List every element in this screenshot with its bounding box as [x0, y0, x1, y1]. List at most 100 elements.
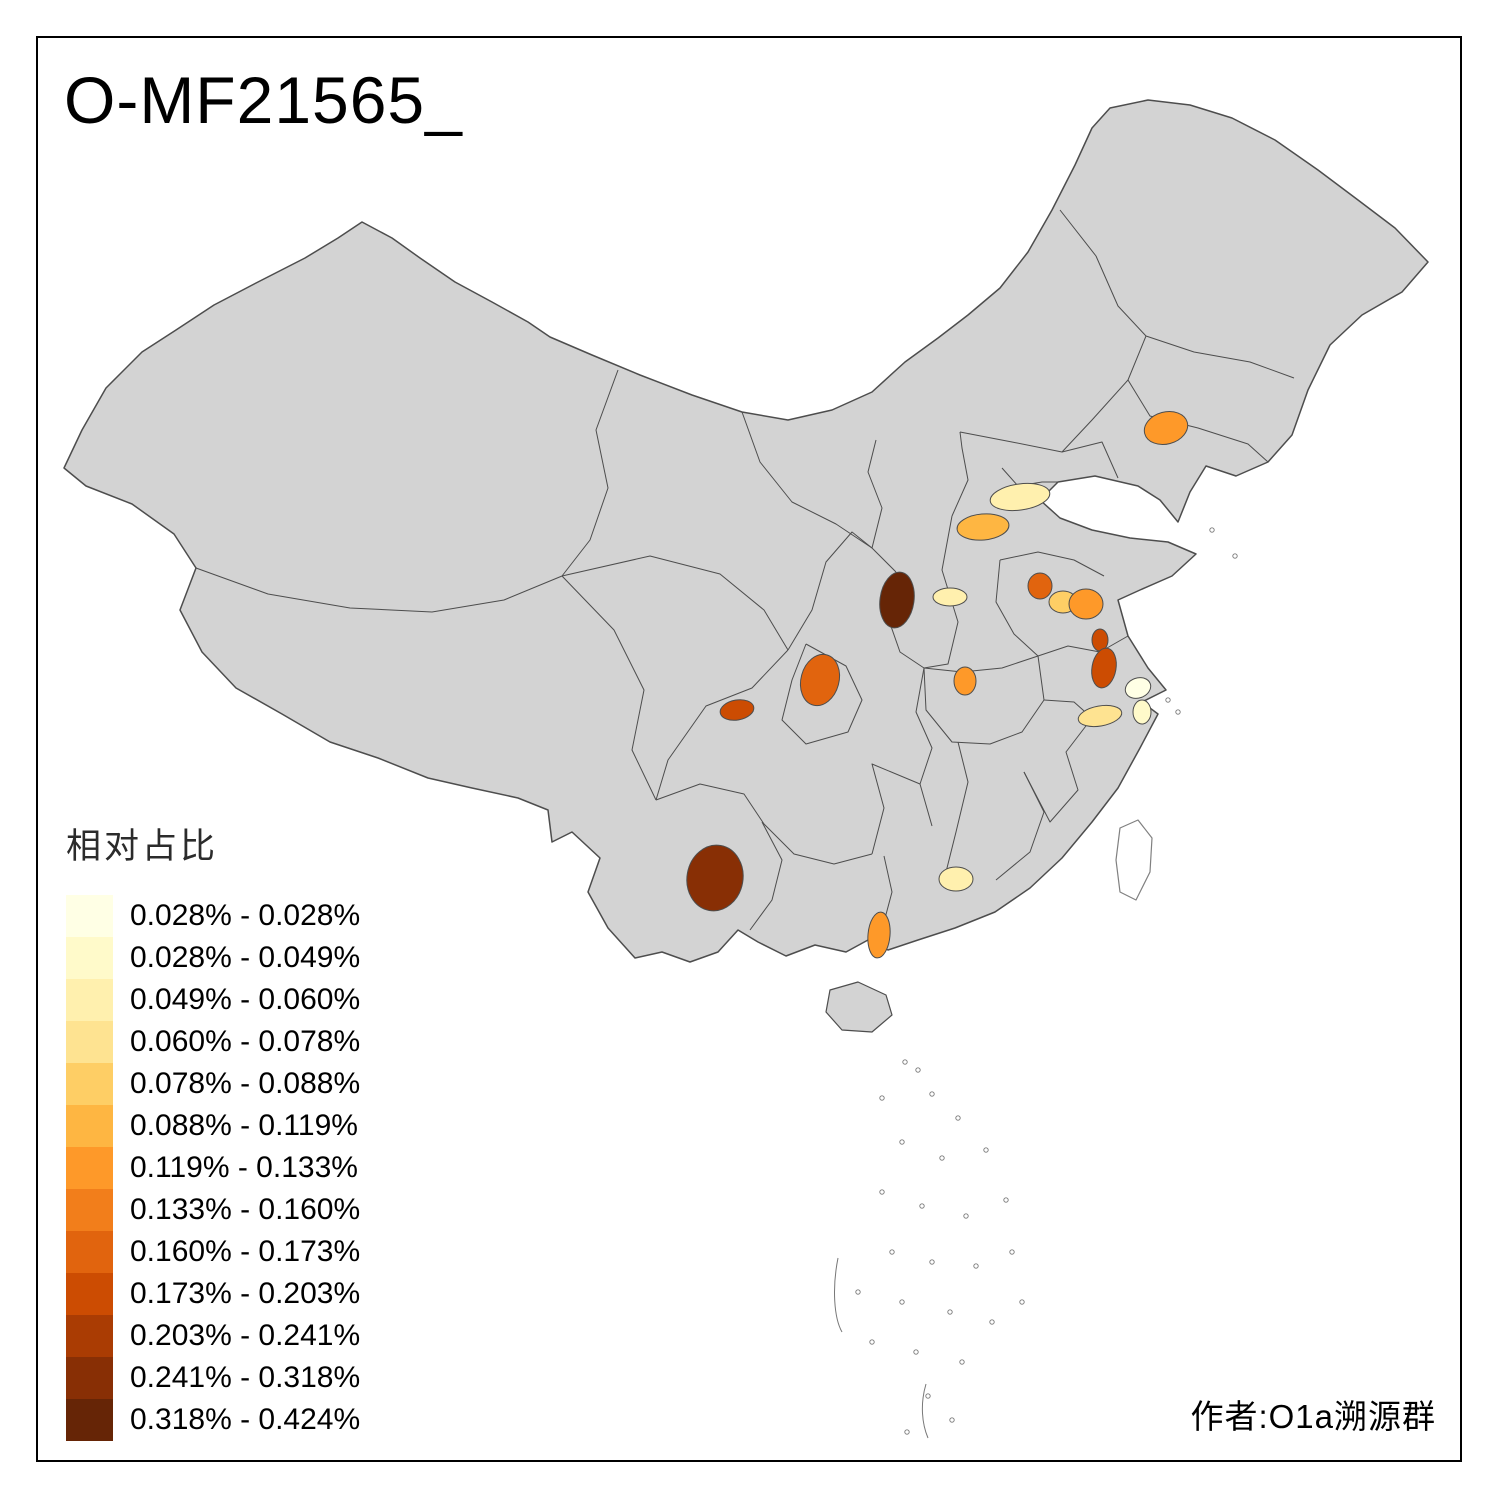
border-line: [561, 555, 789, 651]
island-dot: [1003, 1197, 1009, 1203]
legend-label: 0.241% - 0.318%: [130, 1361, 361, 1394]
legend-title: 相对占比: [66, 827, 219, 866]
legend-swatch: [66, 1231, 113, 1273]
island-dot: [1175, 709, 1181, 715]
map-region-jiangsu-south: [1091, 647, 1117, 689]
border-line: [1061, 379, 1129, 453]
border-line: [655, 649, 789, 801]
credit: 作者:O1a溯源群: [1190, 1398, 1436, 1435]
legend-row: 0.078% - 0.088%: [66, 1063, 360, 1105]
legend-swatch: [66, 1315, 113, 1357]
border-line: [1037, 635, 1129, 657]
map-region-yunnan-central: [686, 844, 744, 912]
border-line: [951, 431, 969, 517]
border-line: [749, 821, 783, 931]
legend-row: 0.049% - 0.060%: [66, 979, 360, 1021]
hainan-island: [825, 981, 893, 1033]
border-line: [871, 763, 921, 855]
legend-swatch: [66, 895, 113, 937]
island-dot: [963, 1213, 969, 1219]
legend-row: 0.028% - 0.028%: [66, 895, 360, 937]
legend-swatch: [66, 1189, 113, 1231]
map-region-shanxi-south: [879, 571, 915, 629]
legend-label: 0.173% - 0.203%: [130, 1277, 361, 1310]
island-dot: [929, 1091, 935, 1097]
island-dot: [1019, 1299, 1025, 1305]
island-dot: [1232, 553, 1238, 559]
legend-label: 0.078% - 0.088%: [130, 1067, 361, 1100]
legend-label: 0.049% - 0.060%: [130, 983, 361, 1016]
border-line: [921, 1383, 929, 1439]
island-dot: [919, 1203, 925, 1209]
island-dot: [1009, 1249, 1015, 1255]
island-dot: [929, 1259, 935, 1265]
island-dot: [955, 1115, 961, 1121]
island-dot: [959, 1359, 965, 1365]
island-dot: [925, 1393, 931, 1399]
map-region-sichuan-east: [799, 653, 841, 707]
legend-swatch: [66, 1063, 113, 1105]
legend-row: 0.203% - 0.241%: [66, 1315, 360, 1357]
island-dot: [869, 1339, 875, 1345]
legend-bins: 0.028% - 0.028% 0.028% - 0.049% 0.049% - 0…: [66, 895, 360, 1441]
island-dot: [915, 1067, 921, 1073]
legend-swatch: [66, 1357, 113, 1399]
island-dot: [899, 1139, 905, 1145]
map-region-beijing-hebei: [989, 482, 1051, 512]
island-dot: [902, 1059, 908, 1065]
legend-swatch: [66, 979, 113, 1021]
border-line: [867, 439, 883, 549]
map-region-shanghai: [1124, 677, 1152, 699]
island-dot: [947, 1309, 953, 1315]
legend-swatch: [66, 1021, 113, 1063]
border-line: [923, 655, 1039, 673]
island-dot: [973, 1263, 979, 1269]
legend-row: 0.160% - 0.173%: [66, 1231, 360, 1273]
legend-label: 0.028% - 0.049%: [130, 941, 361, 974]
island-dot: [913, 1349, 919, 1355]
island-dot: [879, 1095, 885, 1101]
island-dot: [939, 1155, 945, 1161]
legend-row: 0.241% - 0.318%: [66, 1357, 360, 1399]
taiwan-island: [1115, 819, 1153, 901]
border-line: [561, 369, 619, 577]
highlighted-regions: [686, 411, 1189, 959]
island-dot: [989, 1319, 995, 1325]
legend-swatch: [66, 1399, 113, 1441]
map-region-jiangsu-north: [1068, 588, 1104, 620]
island-dot: [855, 1289, 861, 1295]
border-line: [923, 515, 959, 669]
border-line: [915, 667, 933, 827]
legend-label: 0.060% - 0.078%: [130, 1025, 361, 1058]
island-dot: [1165, 697, 1171, 703]
mainland-outline: [63, 99, 1429, 963]
border-line: [561, 575, 657, 801]
map-region-hebei-south: [956, 513, 1010, 541]
legend-row: 0.060% - 0.078%: [66, 1021, 360, 1063]
legend-swatch: [66, 1273, 113, 1315]
border-line: [781, 643, 863, 745]
legend-label: 0.160% - 0.173%: [130, 1235, 361, 1268]
map-region-liaoning: [1143, 411, 1189, 445]
border-line: [741, 411, 897, 573]
border-line: [999, 551, 1105, 577]
legend-label: 0.318% - 0.424%: [130, 1403, 361, 1436]
island-dot: [983, 1147, 989, 1153]
border-line: [1023, 717, 1093, 823]
map-region-henan-north: [932, 587, 968, 607]
island-dot: [889, 1249, 895, 1255]
legend: 相对占比 0.028% - 0.028% 0.028% - 0.049% 0.049…: [66, 818, 360, 1441]
south-china-sea-islands: [834, 527, 1238, 1439]
border-line: [995, 559, 1039, 657]
legend-row: 0.119% - 0.133%: [66, 1147, 360, 1189]
legend-label: 0.088% - 0.119%: [130, 1109, 358, 1142]
plot-frame: [36, 36, 1462, 1462]
legend-row: 0.318% - 0.424%: [66, 1399, 360, 1441]
island-dot: [949, 1417, 955, 1423]
border-line: [945, 741, 969, 873]
island-dot: [879, 1189, 885, 1195]
island-dot: [899, 1299, 905, 1305]
map-region-shandong-west: [1027, 572, 1053, 600]
legend-row: 0.088% - 0.119%: [66, 1105, 360, 1147]
island-dot: [1209, 527, 1215, 533]
